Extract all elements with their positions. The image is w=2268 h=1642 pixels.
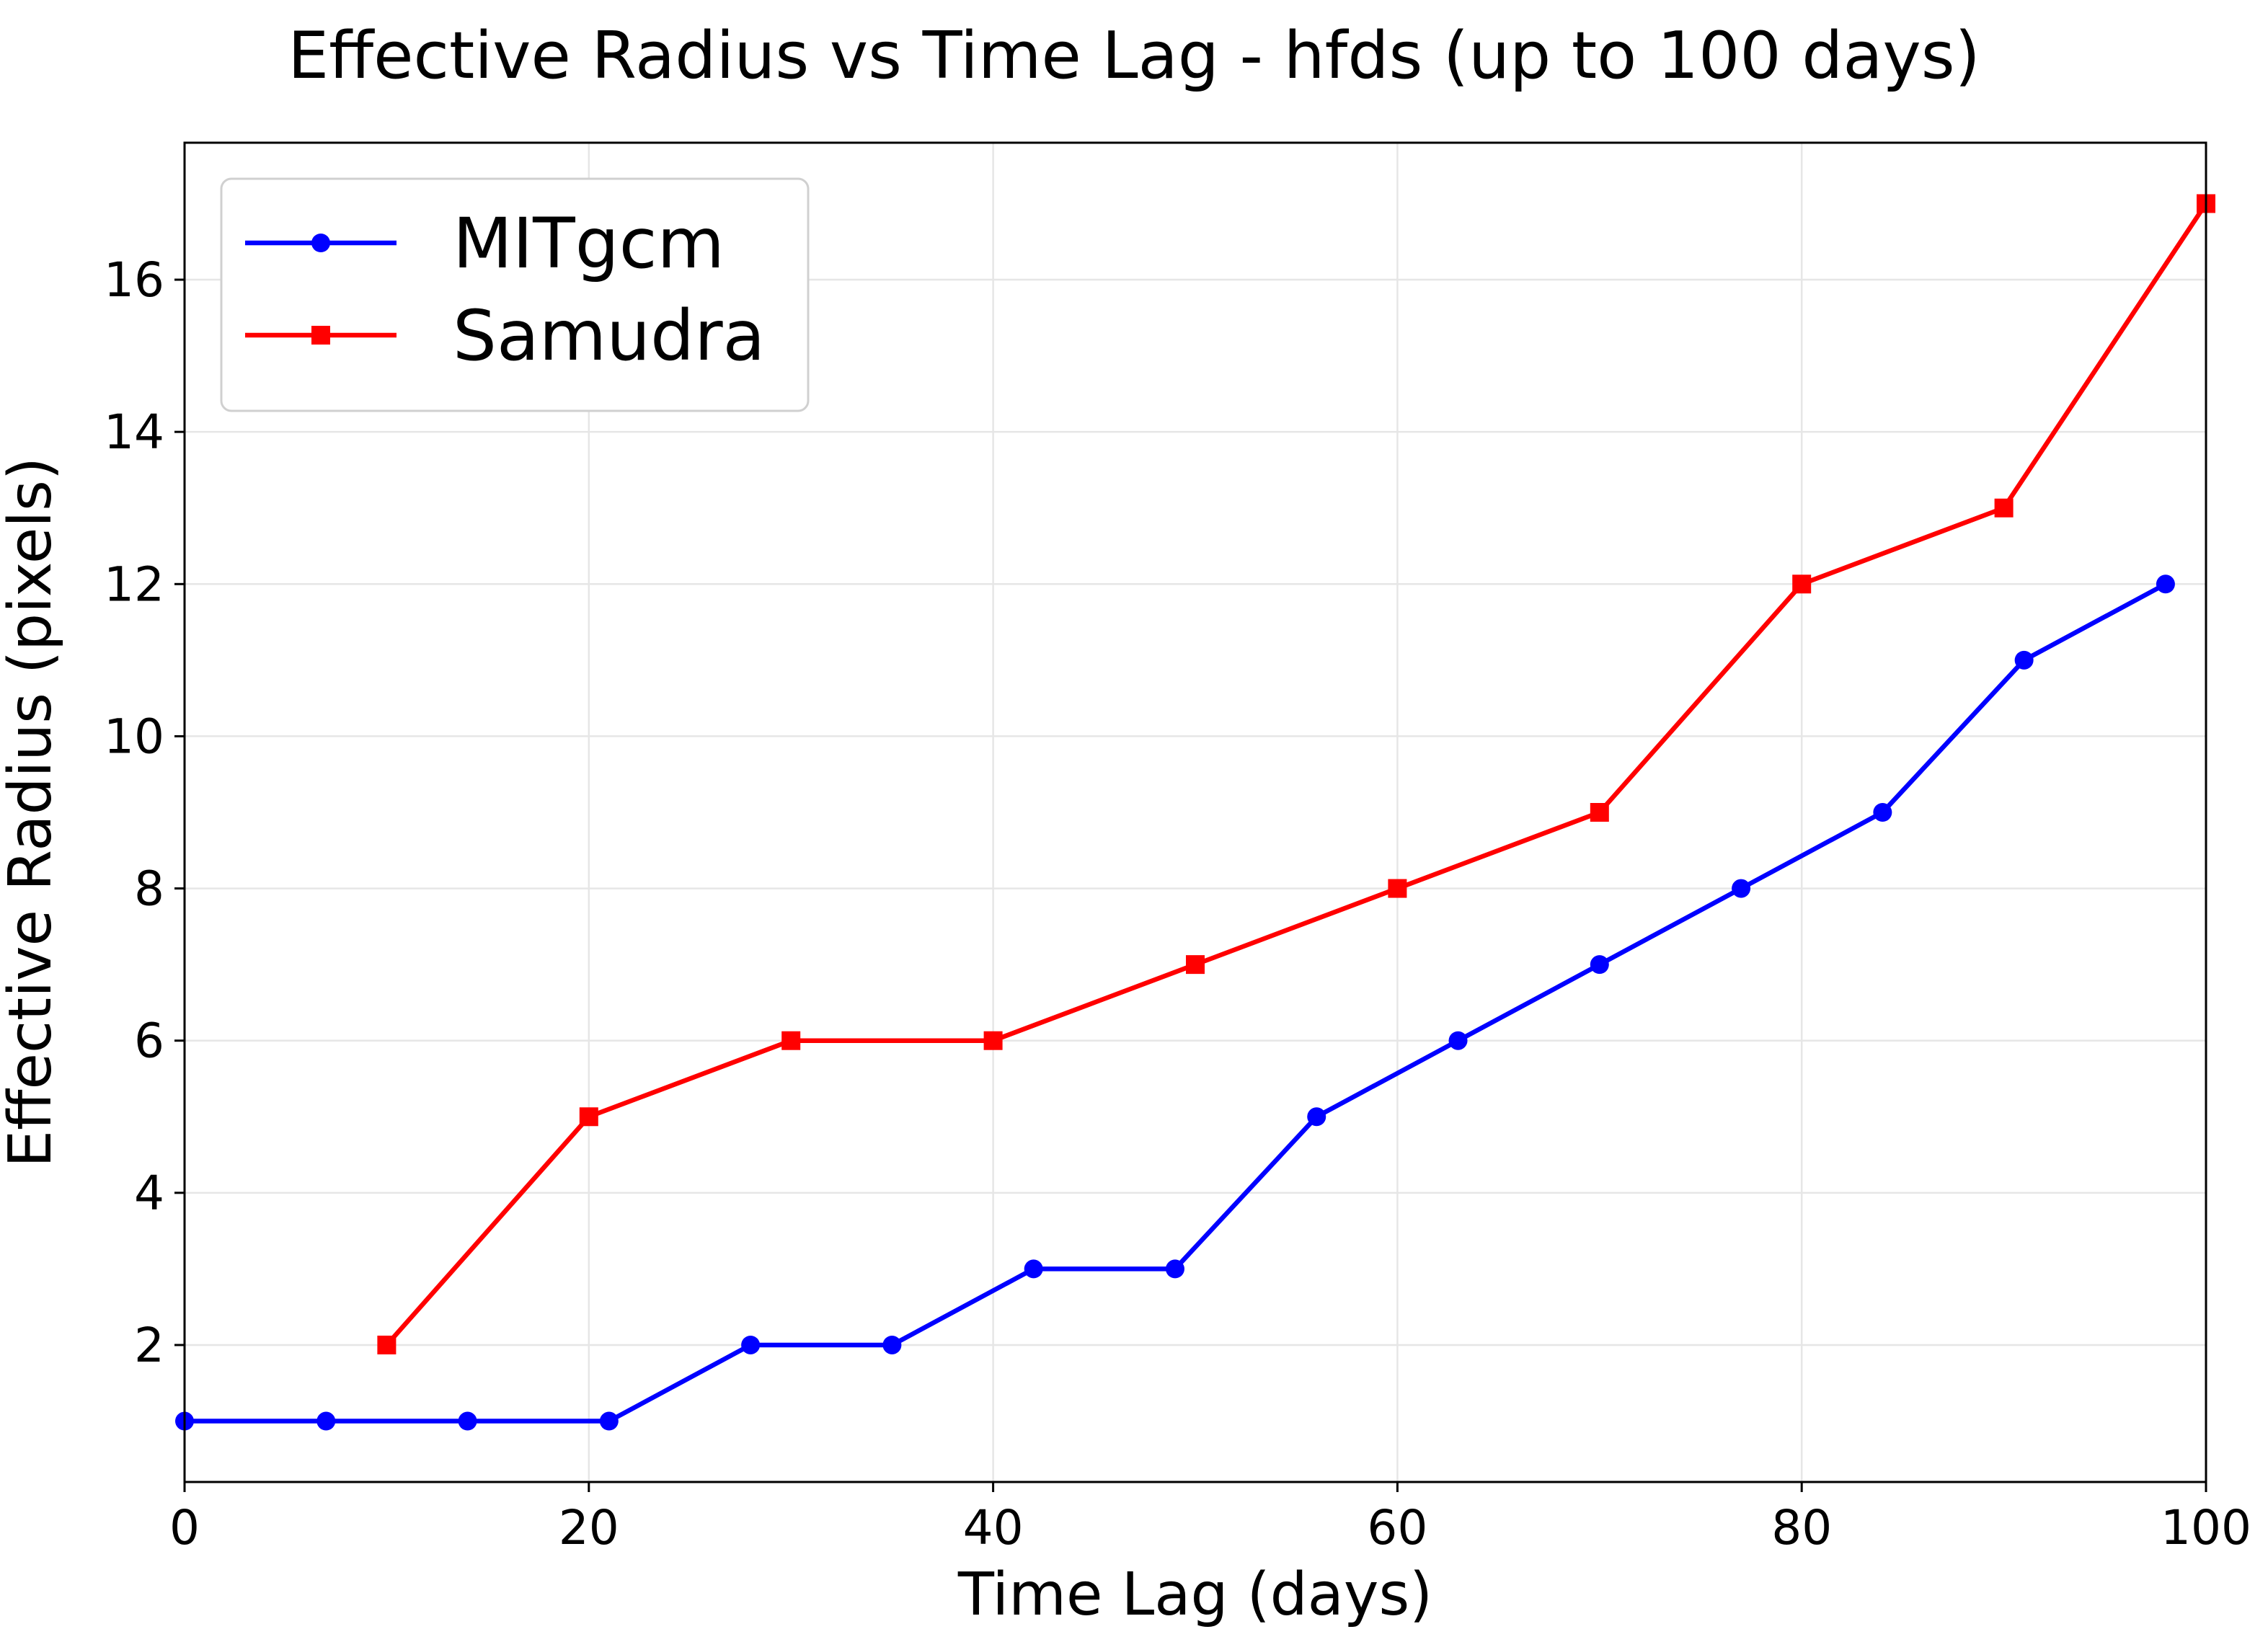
x-tick-label: 60 xyxy=(1367,1500,1427,1556)
data-point-mitgcm xyxy=(882,1335,902,1354)
chart-title: Effective Radius vs Time Lag - hfds (up … xyxy=(288,18,1980,94)
y-tick-label: 14 xyxy=(104,404,164,460)
data-point-mitgcm xyxy=(599,1411,619,1431)
legend-label-samudra: Samudra xyxy=(453,296,765,376)
legend-entries: MITgcm Samudra xyxy=(245,203,765,376)
y-tick-label: 6 xyxy=(134,1013,164,1069)
y-tick-label: 16 xyxy=(104,252,164,308)
x-tick-label: 20 xyxy=(559,1500,619,1556)
series-line-samudra xyxy=(384,202,2208,1347)
data-point-samudra xyxy=(1792,574,1812,594)
data-point-mitgcm xyxy=(1024,1259,1043,1279)
legend-label-mitgcm: MITgcm xyxy=(453,203,725,284)
plot-frame xyxy=(183,141,2207,1483)
series-layer xyxy=(175,194,2215,1431)
legend: MITgcm Samudra xyxy=(220,177,810,412)
y-tick-label: 8 xyxy=(134,861,164,917)
data-point-mitgcm xyxy=(2014,650,2034,670)
y-axis-label: Effective Radius (pixels) xyxy=(0,457,65,1168)
data-point-mitgcm xyxy=(1448,1031,1468,1050)
x-axis-label: Time Lag (days) xyxy=(957,1561,1432,1629)
legend-marker-samudra xyxy=(311,326,330,345)
series-samudra xyxy=(377,194,2215,1354)
data-point-mitgcm xyxy=(2156,574,2175,594)
data-point-mitgcm xyxy=(458,1411,477,1431)
y-tick-label: 2 xyxy=(134,1318,164,1373)
x-tick-label: 40 xyxy=(963,1500,1024,1556)
data-point-samudra xyxy=(377,1335,397,1354)
data-point-samudra xyxy=(579,1107,598,1127)
data-point-samudra xyxy=(1590,803,1609,822)
data-point-mitgcm xyxy=(1732,879,1751,898)
y-tick-label: 10 xyxy=(104,709,164,764)
x-tick-label: 80 xyxy=(1771,1500,1832,1556)
data-point-samudra xyxy=(1388,879,1407,898)
x-tick-label: 0 xyxy=(169,1500,200,1556)
x-tick-label: 100 xyxy=(2161,1500,2251,1556)
y-tick-label: 4 xyxy=(134,1166,164,1221)
data-point-mitgcm xyxy=(316,1411,336,1431)
data-point-mitgcm xyxy=(1165,1259,1184,1279)
series-mitgcm xyxy=(175,574,2175,1431)
data-point-samudra xyxy=(1994,498,2014,518)
data-point-mitgcm xyxy=(741,1335,761,1354)
legend-box xyxy=(220,177,810,412)
data-point-mitgcm xyxy=(1590,955,1609,975)
data-point-samudra xyxy=(983,1031,1003,1050)
y-tick-label: 12 xyxy=(104,556,164,612)
series-line-mitgcm xyxy=(185,582,2167,1424)
legend-marker-mitgcm xyxy=(311,234,330,252)
data-point-mitgcm xyxy=(1873,803,1892,822)
axis-ticks: 0 20 40 60 80 100 2 4 6 8 10 12 14 16 xyxy=(104,252,2251,1556)
data-point-mitgcm xyxy=(1307,1107,1326,1127)
data-point-samudra xyxy=(1186,955,1205,975)
data-point-samudra xyxy=(781,1031,801,1050)
